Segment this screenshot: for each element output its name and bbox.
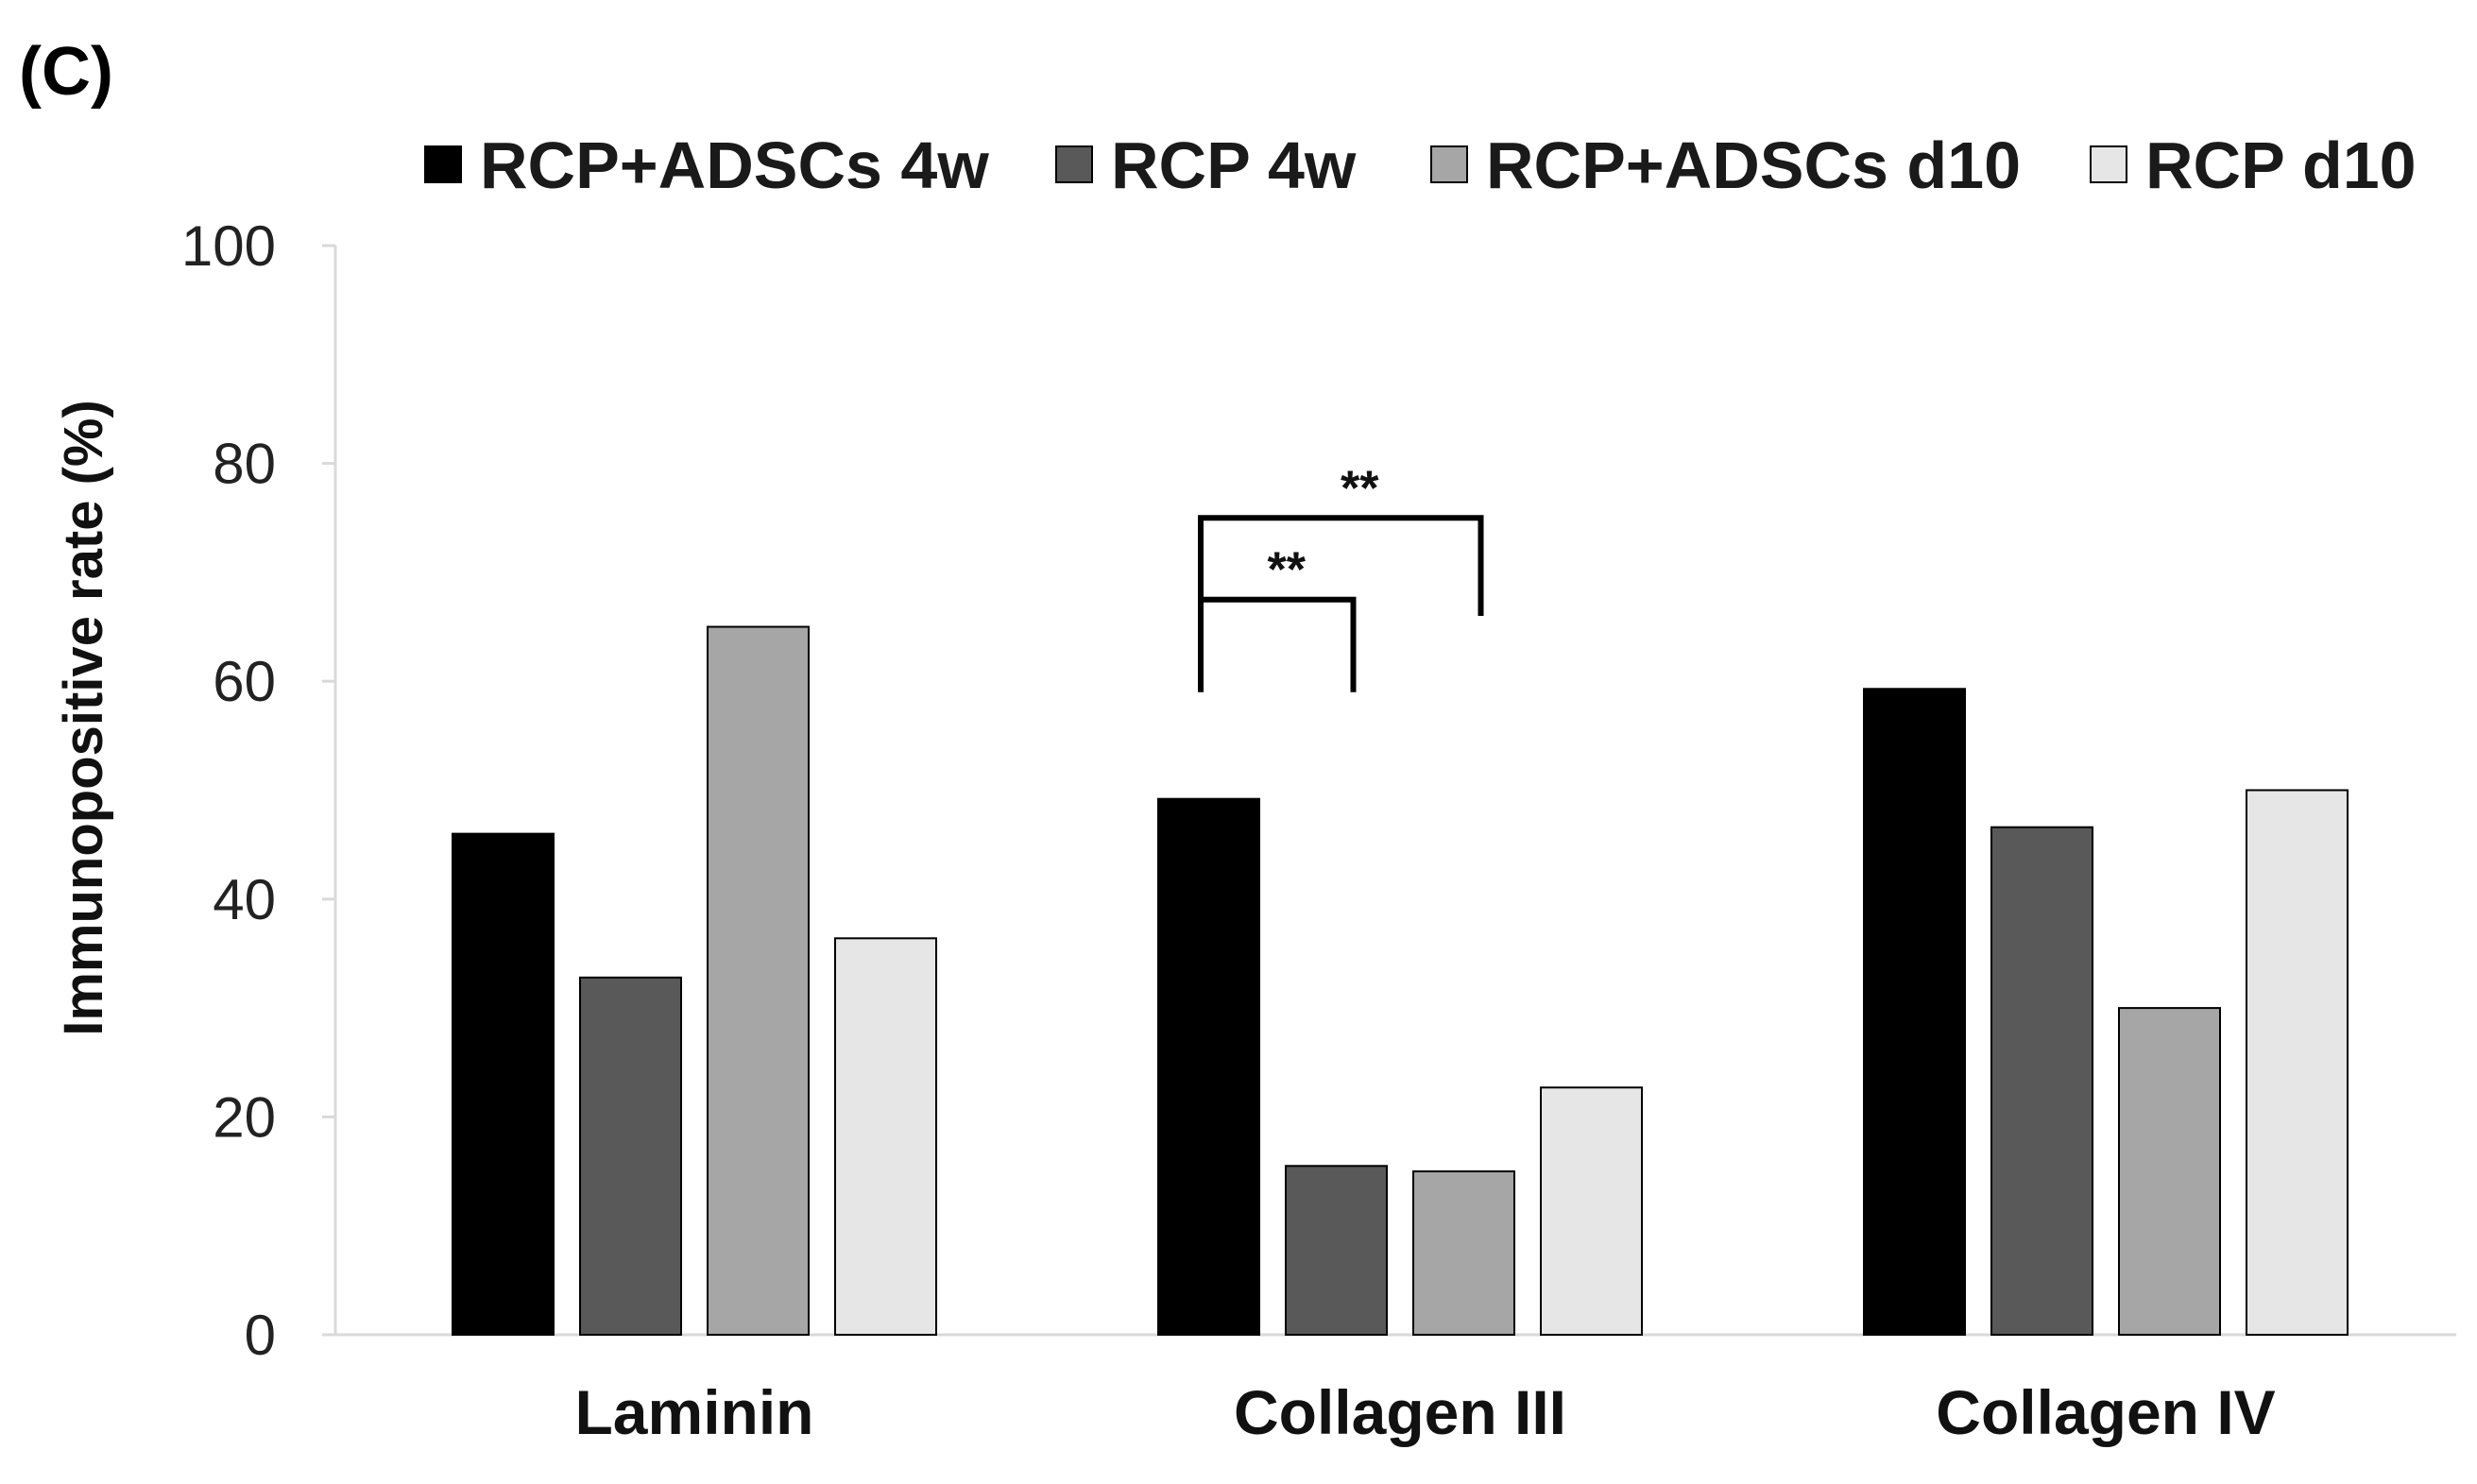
- significance-bracket: [1198, 515, 1484, 617]
- bar-collagen-iii-rcp-adscs-4w: [1157, 797, 1260, 1336]
- bar-collagen-iii-rcp-4w: [1285, 1165, 1388, 1337]
- bar-collagen-iii-rcp-adscs-d10: [1412, 1170, 1515, 1337]
- legend-label: RCP+ADSCs d10: [1486, 128, 2021, 202]
- bar-collagen-iv-rcp-adscs-4w: [1863, 688, 1966, 1336]
- category-label: Laminin: [574, 1377, 813, 1447]
- significance-label: **: [1341, 461, 1379, 516]
- y-tick-label: 40: [213, 868, 276, 931]
- bar-collagen-iv-rcp-4w: [1990, 826, 2093, 1336]
- bar-collagen-iii-rcp-d10: [1540, 1086, 1643, 1337]
- y-axis-label: Immunopositive rate (%): [53, 400, 114, 1036]
- legend-swatch: [2090, 145, 2127, 183]
- legend-label: RCP 4w: [1111, 128, 1357, 202]
- significance-bracket: [1198, 596, 1357, 692]
- y-tick-labels: 0 20 40 60 80 100: [181, 214, 335, 1367]
- bars: [452, 625, 2349, 1337]
- bar-laminin-rcp-adscs-4w: [452, 832, 555, 1336]
- category-label: Collagen IV: [1936, 1377, 2275, 1447]
- significance-annotations: ** **: [1198, 461, 1484, 692]
- legend-swatch: [1055, 145, 1093, 183]
- legend-swatch: [1430, 145, 1468, 183]
- bar-laminin-rcp-d10: [834, 937, 937, 1336]
- legend-label: RCP+ADSCs 4w: [480, 128, 989, 202]
- bar-collagen-iv-rcp-d10: [2246, 789, 2349, 1336]
- legend-label: RCP d10: [2145, 128, 2417, 202]
- y-tick-label: 60: [213, 650, 276, 713]
- y-tick-label: 20: [213, 1085, 276, 1149]
- category-label: Collagen III: [1234, 1377, 1566, 1447]
- significance-label: **: [1268, 543, 1307, 598]
- bar-laminin-rcp-adscs-d10: [707, 625, 810, 1336]
- y-tick-label: 80: [213, 433, 276, 496]
- panel-label: (C): [19, 34, 113, 110]
- legend-swatch: [424, 145, 462, 183]
- y-tick-label: 100: [181, 214, 276, 278]
- y-tick-label: 0: [245, 1304, 276, 1367]
- legend: RCP+ADSCs 4w RCP 4w RCP+ADSCs d10 RCP d10: [424, 128, 2417, 202]
- bar-laminin-rcp-4w: [579, 976, 682, 1337]
- bar-collagen-iv-rcp-adscs-d10: [2118, 1007, 2221, 1336]
- category-labels: Laminin Collagen III Collagen IV: [574, 1377, 2275, 1447]
